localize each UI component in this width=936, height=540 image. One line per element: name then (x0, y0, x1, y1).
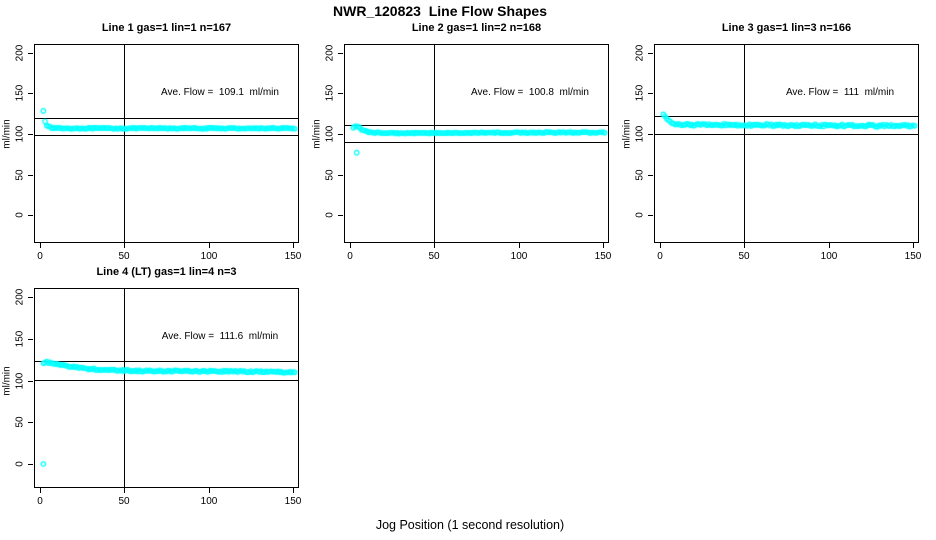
jog-position-axis-label: Jog Position (1 second resolution) (375, 518, 565, 532)
ref-hline (34, 361, 299, 362)
y-tick-label: 50 (324, 169, 336, 181)
y-tick (648, 215, 653, 216)
y-tick (338, 215, 343, 216)
x-tick-label: 50 (738, 251, 750, 262)
y-tick-label: 150 (324, 84, 336, 102)
x-tick-label: 50 (118, 496, 130, 507)
y-tick (28, 215, 33, 216)
ref-hline (344, 125, 609, 126)
x-tick (209, 243, 210, 248)
x-tick (124, 488, 125, 493)
ref-hline (654, 134, 919, 135)
y-tick (648, 93, 653, 94)
x-tick (519, 243, 520, 248)
y-tick-label: 50 (634, 169, 646, 181)
x-tick-label: 0 (347, 251, 353, 262)
x-tick (40, 488, 41, 493)
ref-hline (34, 118, 299, 119)
y-tick (338, 93, 343, 94)
y-tick-label: 200 (14, 44, 26, 62)
y-tick (338, 175, 343, 176)
x-tick (434, 243, 435, 248)
y-axis-label: ml/min (1, 365, 13, 396)
y-tick-label: 100 (634, 125, 646, 143)
x-tick-label: 150 (284, 496, 302, 507)
x-tick (40, 243, 41, 248)
y-tick-label: 200 (324, 44, 336, 62)
y-tick (648, 134, 653, 135)
y-tick-label: 200 (634, 44, 646, 62)
plot-box (34, 44, 299, 243)
x-tick-label: 150 (904, 251, 922, 262)
y-tick-label: 200 (14, 288, 26, 306)
y-tick-label: 0 (324, 212, 336, 218)
x-tick-label: 0 (37, 251, 43, 262)
y-tick-label: 150 (14, 84, 26, 102)
y-tick (28, 53, 33, 54)
ref-hline (654, 116, 919, 117)
x-tick (913, 243, 914, 248)
x-tick (293, 243, 294, 248)
y-tick (28, 297, 33, 298)
y-tick (28, 134, 33, 135)
y-tick (28, 93, 33, 94)
y-tick (28, 175, 33, 176)
y-tick (28, 464, 33, 465)
y-tick-label: 150 (634, 84, 646, 102)
y-tick-label: 0 (634, 212, 646, 218)
y-tick-label: 150 (14, 330, 26, 348)
y-tick (28, 422, 33, 423)
y-tick-label: 100 (324, 125, 336, 143)
x-tick-label: 100 (200, 496, 218, 507)
y-tick-label: 100 (14, 125, 26, 143)
ref-hline (34, 135, 299, 136)
x-tick-label: 100 (510, 251, 528, 262)
ref-vline (434, 44, 435, 243)
y-tick (28, 339, 33, 340)
y-tick (338, 53, 343, 54)
x-tick-label: 150 (594, 251, 612, 262)
x-tick-label: 100 (200, 251, 218, 262)
y-tick-label: 100 (14, 372, 26, 390)
y-tick-label: 50 (14, 416, 26, 428)
plot-box (344, 44, 609, 243)
x-tick (829, 243, 830, 248)
y-tick (648, 53, 653, 54)
ref-vline (124, 288, 125, 488)
x-tick-label: 150 (284, 251, 302, 262)
x-tick-label: 0 (657, 251, 663, 262)
y-tick (648, 175, 653, 176)
y-tick (338, 134, 343, 135)
ref-hline (344, 142, 609, 143)
plot-box (654, 44, 919, 243)
ref-vline (744, 44, 745, 243)
ref-hline (34, 380, 299, 381)
x-tick-label: 100 (820, 251, 838, 262)
x-tick (603, 243, 604, 248)
y-tick (28, 381, 33, 382)
x-tick (744, 243, 745, 248)
x-tick-label: 50 (428, 251, 440, 262)
subplot-title: Line 4 (LT) gas=1 lin=4 n=3 (96, 266, 237, 278)
x-tick (209, 488, 210, 493)
x-tick (293, 488, 294, 493)
y-tick-label: 0 (14, 212, 26, 218)
x-tick-label: 0 (37, 496, 43, 507)
ref-vline (124, 44, 125, 243)
y-tick-label: 50 (14, 169, 26, 181)
x-tick (124, 243, 125, 248)
x-tick (350, 243, 351, 248)
plot-box (34, 288, 299, 488)
x-tick (660, 243, 661, 248)
y-tick-label: 0 (14, 461, 26, 467)
x-tick-label: 50 (118, 251, 130, 262)
